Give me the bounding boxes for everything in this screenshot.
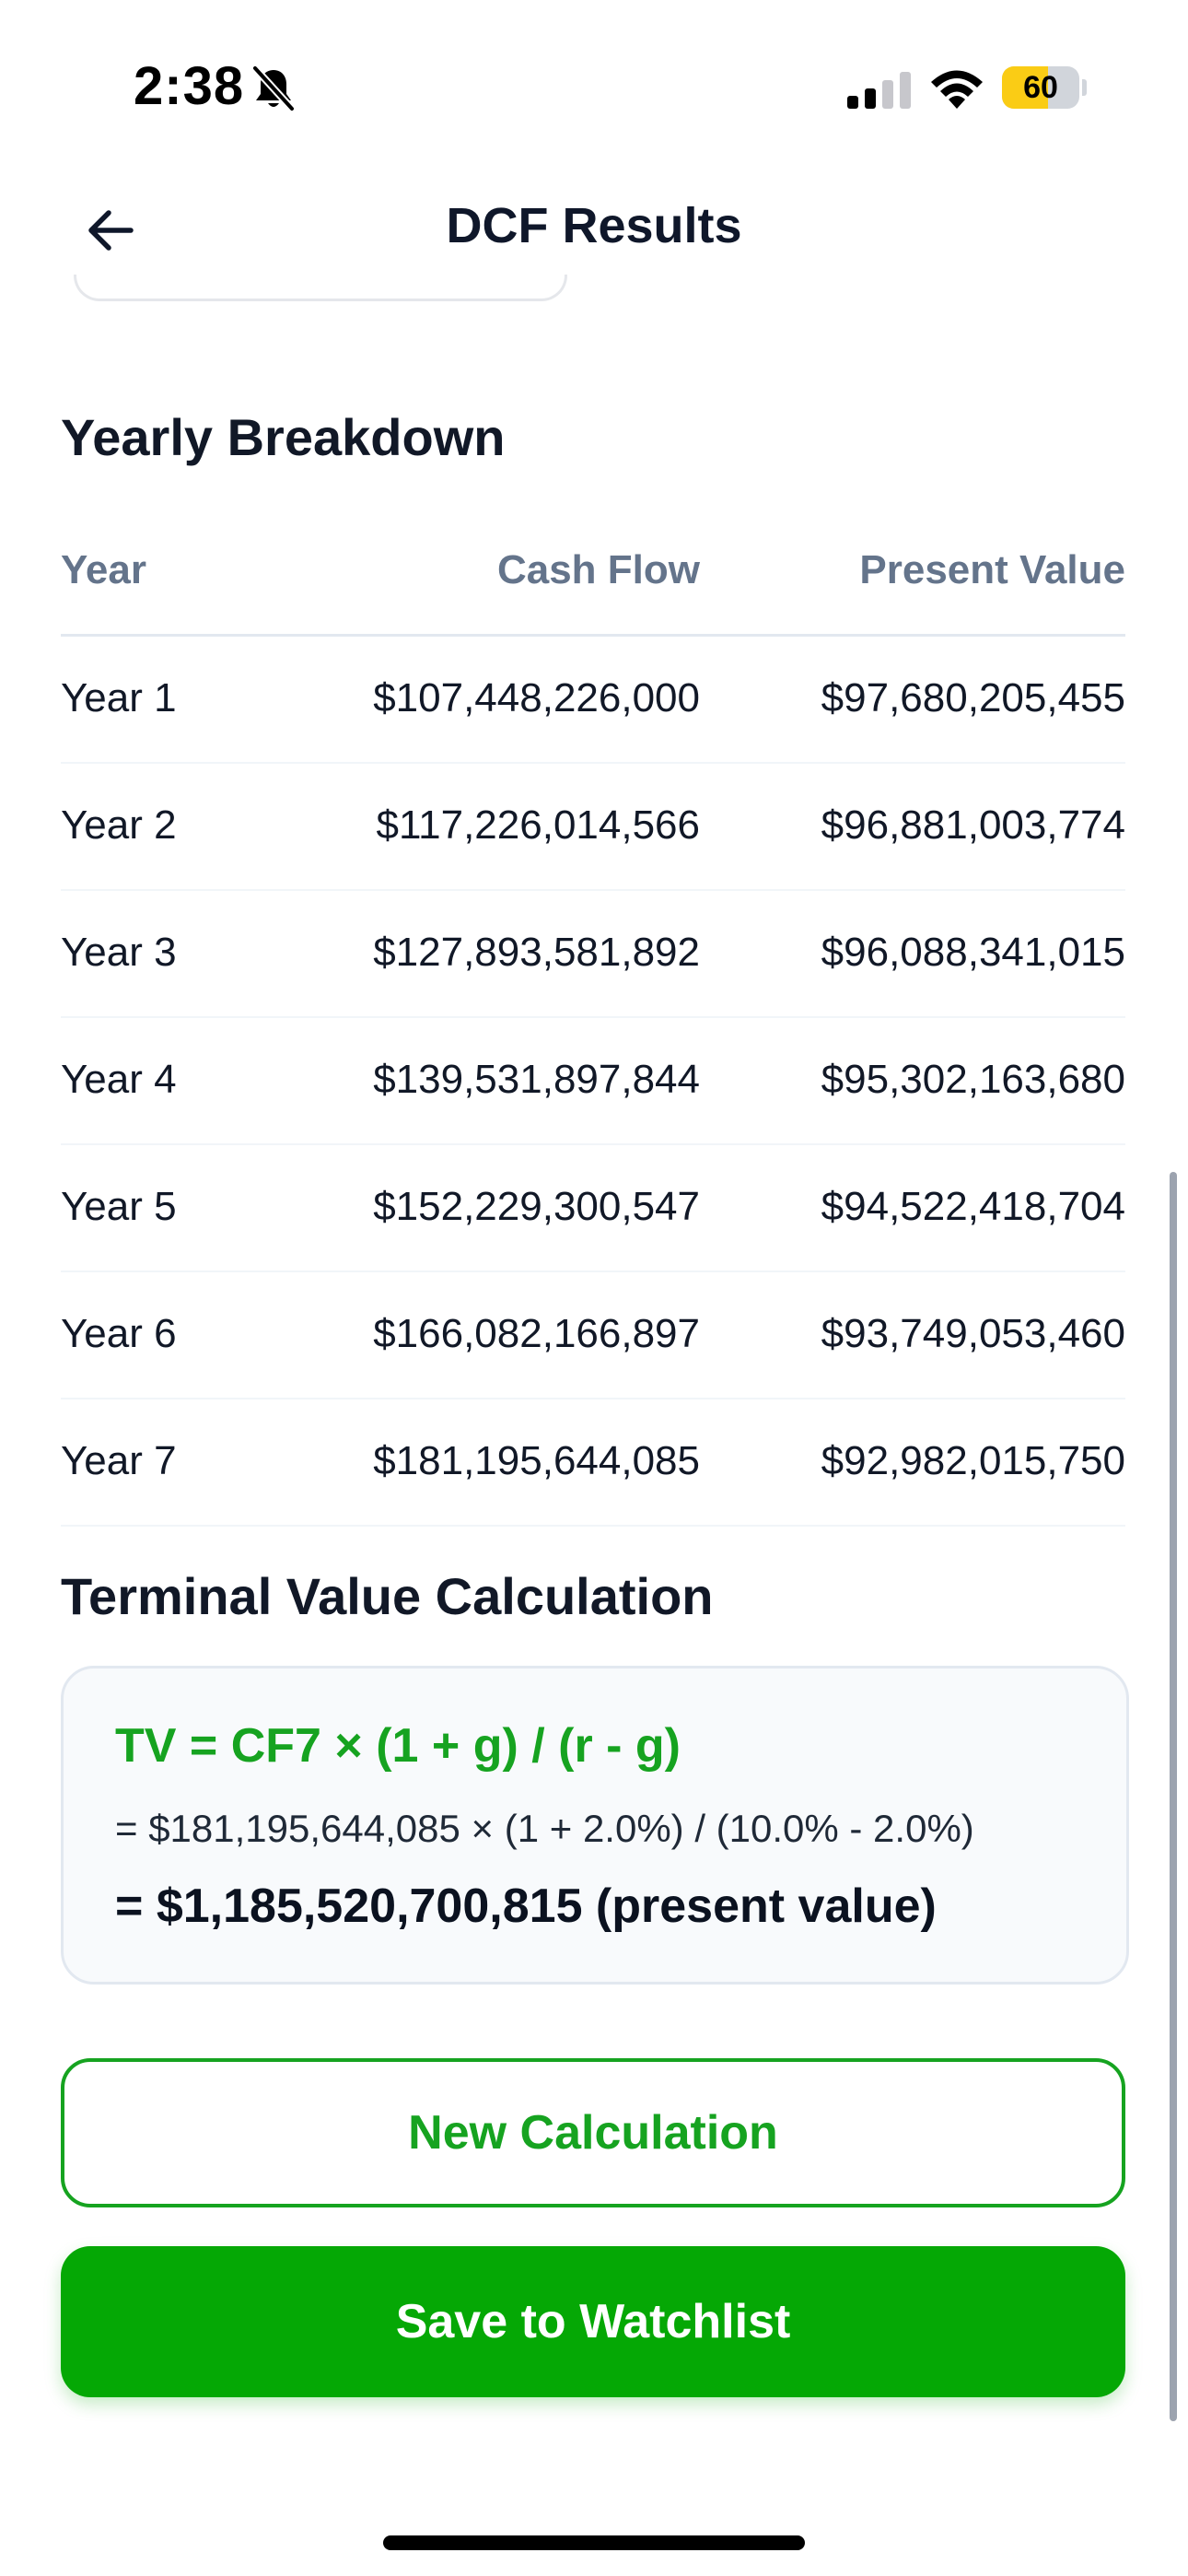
cash-flow-cell: $127,893,581,892	[373, 930, 700, 975]
present-value-cell: $96,881,003,774	[821, 802, 1125, 848]
year-cell: Year 2	[61, 802, 177, 848]
column-header-cash-flow: Cash Flow	[496, 547, 700, 592]
nav-header: DCF Results	[0, 166, 1188, 295]
battery-level-fill	[1002, 66, 1049, 109]
terminal-value-title: Terminal Value Calculation	[61, 1567, 714, 1625]
battery-level: 60	[1023, 70, 1058, 105]
table-row: Year 1 $107,448,226,000 $97,680,205,455	[61, 637, 1125, 764]
column-header-year: Year	[61, 547, 146, 592]
status-time: 2:38	[134, 56, 245, 116]
cash-flow-cell: $107,448,226,000	[373, 675, 700, 720]
present-value-cell: $97,680,205,455	[821, 675, 1125, 720]
cash-flow-cell: $139,531,897,844	[373, 1057, 700, 1102]
bell-slash-icon	[251, 64, 296, 112]
cash-flow-cell: $117,226,014,566	[376, 802, 700, 848]
column-header-present-value: Present Value	[859, 547, 1125, 592]
page-title: DCF Results	[446, 198, 742, 253]
table-row: Year 6 $166,082,166,897 $93,749,053,460	[61, 1272, 1125, 1399]
year-cell: Year 6	[61, 1311, 177, 1356]
present-value-cell: $94,522,418,704	[821, 1184, 1125, 1229]
present-value-cell: $95,302,163,680	[821, 1057, 1125, 1102]
new-calculation-button[interactable]: New Calculation	[61, 2058, 1125, 2207]
arrow-left-icon	[88, 210, 134, 251]
scrollbar[interactable]	[1170, 1172, 1177, 2421]
wifi-icon	[931, 70, 983, 109]
table-row: Year 7 $181,195,644,085 $92,982,015,750	[61, 1399, 1125, 1527]
terminal-value-card: TV = CF7 × (1 + g) / (r - g) = $181,195,…	[61, 1666, 1129, 1985]
terminal-value-formula: TV = CF7 × (1 + g) / (r - g)	[115, 1719, 681, 1773]
year-cell: Year 4	[61, 1057, 177, 1102]
yearly-breakdown-table: Year Cash Flow Present Value Year 1 $107…	[61, 516, 1125, 1527]
yearly-breakdown-title: Yearly Breakdown	[61, 408, 506, 466]
cash-flow-cell: $166,082,166,897	[373, 1311, 700, 1356]
cellular-signal-icon	[847, 72, 911, 109]
present-value-cell: $92,982,015,750	[821, 1438, 1125, 1483]
cash-flow-cell: $152,229,300,547	[373, 1184, 700, 1229]
previous-card-edge	[74, 275, 567, 301]
year-cell: Year 5	[61, 1184, 177, 1229]
year-cell: Year 3	[61, 930, 177, 975]
present-value-cell: $93,749,053,460	[821, 1311, 1125, 1356]
table-row: Year 5 $152,229,300,547 $94,522,418,704	[61, 1145, 1125, 1272]
status-bar: 2:38 60	[0, 0, 1188, 166]
battery-icon: 60	[1002, 66, 1087, 109]
table-row: Year 3 $127,893,581,892 $96,088,341,015	[61, 891, 1125, 1018]
table-row: Year 2 $117,226,014,566 $96,881,003,774	[61, 764, 1125, 891]
terminal-value-substitution: = $181,195,644,085 × (1 + 2.0%) / (10.0%…	[115, 1807, 974, 1850]
cash-flow-cell: $181,195,644,085	[373, 1438, 700, 1483]
terminal-value-result: = $1,185,520,700,815 (present value)	[115, 1879, 937, 1933]
table-row: Year 4 $139,531,897,844 $95,302,163,680	[61, 1018, 1125, 1145]
save-to-watchlist-button[interactable]: Save to Watchlist	[61, 2246, 1125, 2397]
year-cell: Year 1	[61, 675, 177, 720]
table-header: Year Cash Flow Present Value	[61, 516, 1125, 637]
present-value-cell: $96,088,341,015	[821, 930, 1125, 975]
back-button[interactable]	[74, 193, 147, 267]
home-indicator[interactable]	[383, 2535, 805, 2550]
year-cell: Year 7	[61, 1438, 177, 1483]
